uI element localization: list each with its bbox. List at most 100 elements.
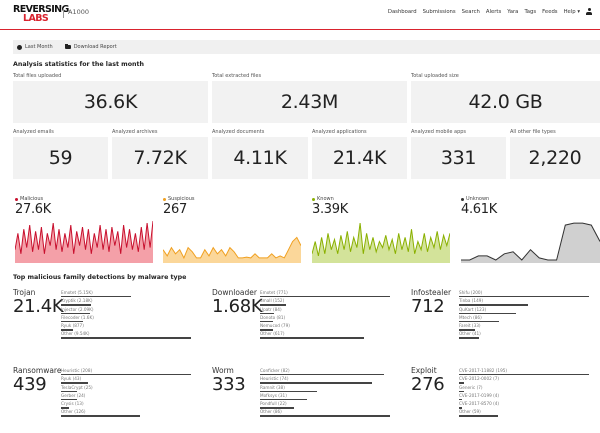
family-item[interactable]: Ryuk (43) bbox=[61, 376, 201, 384]
family-name: Upatr (84) bbox=[260, 306, 282, 312]
stat-analyzed-archives[interactable]: Analyzed archives 7.72K bbox=[112, 128, 208, 179]
nav-feeds[interactable]: Feeds bbox=[542, 8, 558, 15]
family-item[interactable]: Emotet (771) bbox=[260, 290, 400, 298]
malware-type-exploit[interactable]: Exploit 276 CVE-2017-11882 (195) CVE-201… bbox=[411, 366, 589, 417]
family-item[interactable]: Small (152) bbox=[260, 298, 400, 306]
family-item[interactable]: Other (617) bbox=[260, 331, 400, 339]
download-report-button[interactable]: Download Report bbox=[64, 44, 117, 50]
nav-search[interactable]: Search bbox=[461, 8, 480, 15]
suspicious-trend-chart bbox=[163, 236, 301, 263]
family-name: TeslaCrypt (25) bbox=[61, 384, 93, 390]
family-list: CVE-2017-11882 (195) CVE-2012-0002 (7) G… bbox=[459, 368, 599, 418]
family-name: Ryuk (877) bbox=[61, 323, 84, 329]
malware-type-ransomware[interactable]: Ransomware 439 Heuristic (208) Ryuk (43)… bbox=[13, 366, 191, 417]
malware-type-label: Exploit bbox=[411, 366, 437, 375]
stat-total-uploaded-size[interactable]: Total uploaded size 42.0 GB bbox=[411, 72, 600, 123]
stat-analyzed-mobile-apps[interactable]: Analyzed mobile apps 331 bbox=[411, 128, 506, 179]
family-item[interactable]: Mofksys (31) bbox=[260, 393, 400, 401]
classification-value: 4.61K bbox=[461, 202, 497, 217]
malware-type-count: 1.68K bbox=[212, 296, 263, 317]
malware-type-downloader[interactable]: Downloader 1.68K Emotet (771) Small (152… bbox=[212, 288, 390, 339]
suspicious-dot-icon bbox=[163, 197, 166, 201]
family-item[interactable]: Ramnit (38) bbox=[260, 385, 400, 393]
stat-total-files-uploaded[interactable]: Total files uploaded 36.6K bbox=[13, 72, 208, 123]
classification-unknown[interactable]: Unknown 4.61K bbox=[461, 195, 600, 263]
nav-yara[interactable]: Yara bbox=[507, 8, 519, 15]
family-item[interactable]: Upatr (84) bbox=[260, 307, 400, 315]
family-item[interactable]: CVE-2017-0199 (4) bbox=[459, 393, 599, 401]
family-item[interactable]: Kryptik (2.18K) bbox=[61, 298, 201, 306]
stat-value: 42.0 GB bbox=[411, 81, 600, 123]
family-item[interactable]: Generic (7) bbox=[459, 385, 599, 393]
family-item[interactable]: Crysis (13) bbox=[61, 401, 201, 409]
logo-divider bbox=[63, 8, 64, 18]
family-item[interactable]: Conficker (82) bbox=[260, 368, 400, 376]
nav-alerts[interactable]: Alerts bbox=[485, 8, 502, 15]
nav-help[interactable]: Help ▾ bbox=[563, 8, 580, 15]
family-bar bbox=[260, 329, 273, 331]
malware-type-worm[interactable]: Worm 333 Conficker (82) Heuristic (74) R… bbox=[212, 366, 390, 417]
time-range-button[interactable]: Last Month bbox=[17, 44, 53, 50]
family-bar bbox=[459, 296, 589, 298]
family-item[interactable]: Other (9.54K) bbox=[61, 331, 201, 339]
nav-submissions[interactable]: Submissions bbox=[422, 8, 456, 15]
family-item[interactable]: Injector (2.09K) bbox=[61, 307, 201, 315]
family-item[interactable]: Other (59) bbox=[459, 409, 599, 417]
family-item[interactable]: CVE-2017-8570 (4) bbox=[459, 401, 599, 409]
family-item[interactable]: TeslaCrypt (25) bbox=[61, 385, 201, 393]
family-bar bbox=[61, 415, 141, 417]
malware-type-infostealer[interactable]: Infostealer 712 Shifu (200) Tinba (149) … bbox=[411, 288, 589, 339]
family-item[interactable]: CVE-2017-11882 (195) bbox=[459, 368, 599, 376]
user-icon[interactable] bbox=[586, 8, 592, 15]
trend-line bbox=[15, 220, 153, 254]
family-item[interactable]: Mtech (86) bbox=[459, 315, 599, 323]
family-item[interactable]: Nemucod (79) bbox=[260, 323, 400, 331]
malware-type-label: Worm bbox=[212, 366, 234, 375]
family-name: Ramnit (38) bbox=[260, 384, 285, 390]
stat-label: Total extracted files bbox=[212, 73, 262, 79]
family-item[interactable]: Heuristic (208) bbox=[61, 368, 201, 376]
family-name: Pondfull (22) bbox=[260, 401, 287, 407]
family-name: Tinba (149) bbox=[459, 298, 484, 304]
nav-tags[interactable]: Tags bbox=[524, 8, 537, 15]
family-item[interactable]: Fareit (33) bbox=[459, 323, 599, 331]
family-item[interactable]: Other (86) bbox=[260, 409, 400, 417]
nav-dashboard[interactable]: Dashboard bbox=[387, 8, 417, 15]
stat-other-file-types[interactable]: All other file types 2,220 bbox=[510, 128, 600, 179]
stat-total-extracted-files[interactable]: Total extracted files 2.43M bbox=[212, 72, 407, 123]
family-item[interactable]: Other (126) bbox=[61, 409, 201, 417]
stat-label: Analyzed archives bbox=[112, 129, 158, 135]
family-item[interactable]: QuKart (123) bbox=[459, 307, 599, 315]
stat-value: 59 bbox=[13, 137, 108, 179]
family-item[interactable]: Filecoder (1.6K) bbox=[61, 315, 201, 323]
family-item[interactable]: Ryuk (877) bbox=[61, 323, 201, 331]
classification-malicious[interactable]: Malicious 27.6K bbox=[15, 195, 153, 263]
family-item[interactable]: Heuristic (74) bbox=[260, 376, 400, 384]
stat-label: Total uploaded size bbox=[411, 73, 459, 79]
family-item[interactable]: Pondfull (22) bbox=[260, 401, 400, 409]
family-item[interactable]: Shifu (200) bbox=[459, 290, 599, 298]
malware-type-trojan[interactable]: Trojan 21.4K Emotet (5.15K) Kryptik (2.1… bbox=[13, 288, 191, 339]
stat-analyzed-emails[interactable]: Analyzed emails 59 bbox=[13, 128, 108, 179]
stat-analyzed-applications[interactable]: Analyzed applications 21.4K bbox=[312, 128, 407, 179]
family-name: Emotet (771) bbox=[260, 290, 288, 295]
family-item[interactable]: Gerber (24) bbox=[61, 393, 201, 401]
family-name: CVE-2017-8570 (4) bbox=[459, 401, 500, 407]
stat-analyzed-documents[interactable]: Analyzed documents 4.11K bbox=[212, 128, 308, 179]
family-item[interactable]: Other (41) bbox=[459, 331, 599, 339]
product-name: A1000 bbox=[68, 8, 89, 16]
family-bar bbox=[61, 337, 191, 339]
reversinglabs-logo[interactable]: REVERSING LABS bbox=[13, 5, 69, 25]
classification-known[interactable]: Known 3.39K bbox=[312, 195, 450, 263]
family-bar bbox=[459, 337, 479, 339]
classification-suspicious[interactable]: Suspicious 267 bbox=[163, 195, 301, 263]
family-bar bbox=[61, 320, 84, 323]
family-bar bbox=[260, 312, 275, 314]
family-item[interactable]: CVE-2012-0002 (7) bbox=[459, 376, 599, 384]
known-dot-icon bbox=[312, 197, 315, 201]
family-item[interactable]: Emotet (5.15K) bbox=[61, 290, 201, 298]
family-item[interactable]: Donoto (81) bbox=[260, 315, 400, 323]
classification-value: 27.6K bbox=[15, 202, 51, 217]
malware-type-count: 333 bbox=[212, 374, 246, 395]
family-item[interactable]: Tinba (149) bbox=[459, 298, 599, 306]
